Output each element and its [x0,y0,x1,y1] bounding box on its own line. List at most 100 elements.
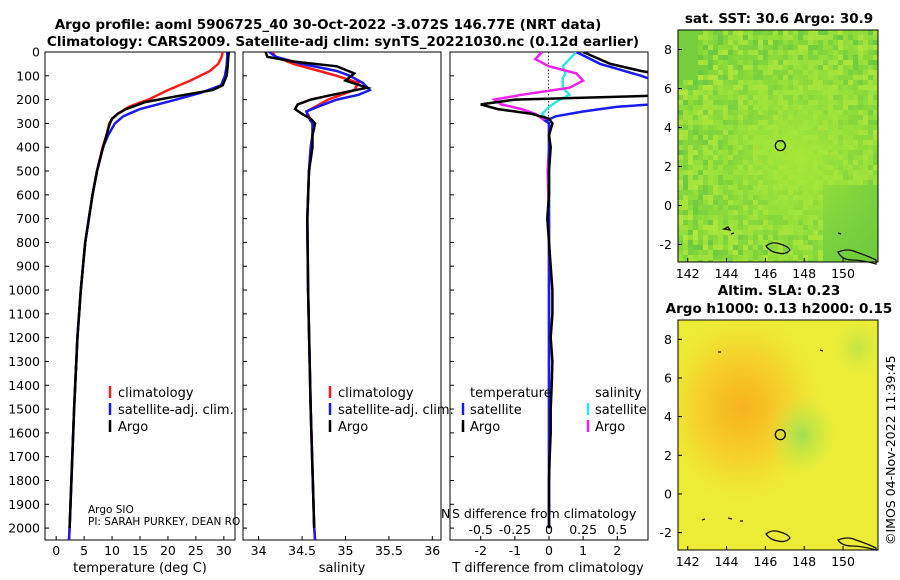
lat-tick-label: -2 [660,237,672,252]
lat-tick-label: 0 [664,486,672,501]
s-difference-tick-label: 0 [545,522,553,537]
sst-warm-patch [678,30,878,262]
sst-map-panel: sat. SST: 30.6 Argo: 30.9 142 144 146 148 15… [660,11,879,281]
depth-tick-label: 1000 [8,283,40,298]
title-line-2: Climatology: CARS2009. Satellite-adj cli… [47,34,639,50]
salinity-argo-line [264,52,373,529]
lat-tick-label: 2 [664,159,672,174]
sst-map-title: sat. SST: 30.6 Argo: 30.9 [685,11,873,27]
sla-coastline [701,349,877,551]
depth-tick-label: 0 [32,45,40,60]
salinity-difference-label: S difference from climatology [452,506,637,521]
legend-heading-salinity: salinity [595,386,642,401]
x-tick-label: 15 [132,543,148,558]
lat-tick-label: 8 [664,42,672,57]
lat-tick-label: 6 [664,370,672,385]
temperature-argo-difference-line [480,52,648,529]
lon-tick-label: 142 [676,554,700,569]
depth-tick-label: 800 [16,235,40,250]
pi-label: PI: SARAH PURKEY, DEAN RO [88,516,240,528]
salinity-legend: climatology satellite-adj. clim. Argo [328,386,454,435]
sla-green-patch-2 [678,320,878,550]
temperature-x-axis: 0 5 10 15 20 25 30 [52,536,232,558]
s-difference-tick-label: 0.5 [607,522,627,537]
coastline-new-britain [765,530,791,543]
coastline-islet [701,349,824,522]
depth-tick-label: 500 [16,164,40,179]
depth-tick-label: 600 [16,187,40,202]
legend-heading-temperature: temperature [470,386,552,401]
x-tick-label: 36 [424,543,440,558]
lat-tick-label: -2 [660,525,672,540]
lat-tick-label: 4 [664,120,672,135]
salinity-depth-ticks [243,51,247,529]
x-tick-label: -1 [509,543,521,558]
lon-tick-label: 150 [831,266,855,281]
sla-axis-ticks: 142 144 146 148 150 -2 0 2 4 6 8 [660,332,855,569]
s-difference-tick-label: 0.25 [569,522,597,537]
x-tick-label: 34 [251,543,267,558]
temperature-satellite-line [67,52,229,540]
salinity-panel: 34 34.5 35 35.5 36 climatology satellite-adj… [242,51,454,576]
temperature-argo-line [68,52,231,529]
depth-tick-label: 300 [16,116,40,131]
depth-tick-label: 1800 [8,473,40,488]
depth-tick-label: 100 [16,68,40,83]
sla-map-title-2: Argo h1000: 0.13 h2000: 0.15 [666,301,893,317]
legend-label-satellite: satellite-adj. clim. [338,403,454,418]
depth-tick-label: 700 [16,211,40,226]
depth-tick-label: 1300 [8,354,40,369]
x-tick-label: 0 [545,543,553,558]
sst-argo-location-marker [774,139,786,152]
lat-tick-label: 4 [664,409,672,424]
legend-label-satellite: satellite-adj. clim. [118,403,234,418]
temperature-axes-frame [44,51,236,541]
legend-label-t-argo: Argo [470,420,500,435]
depth-tick-label: 2000 [8,521,40,536]
depth-tick-label: 1900 [8,497,40,512]
temperature-climatology-line [67,52,224,540]
coastline-new-ireland [837,537,877,551]
lon-tick-label: 150 [831,554,855,569]
lon-tick-label: 144 [715,554,739,569]
lon-tick-label: 144 [715,266,739,281]
lat-tick-label: 8 [664,332,672,347]
x-tick-label: 2 [613,543,621,558]
x-tick-label: 35 [338,543,354,558]
salinity-x-label: salinity [319,561,366,576]
lon-tick-label: 148 [792,554,816,569]
salinity-axes-frame [242,51,442,541]
depth-tick-label: 200 [16,92,40,107]
legend-label-argo: Argo [338,420,368,435]
x-tick-label: 1 [579,543,587,558]
temperature-legend: climatology satellite-adj. clim. Argo [108,386,234,435]
depth-tick-label: 1700 [8,449,40,464]
salinity-difference-ticks: -0.5 -0.25 0 0.25 0.5 [469,522,628,537]
sst-axes-frame [677,29,879,263]
salinity-satellite-line [268,52,372,540]
difference-x-axis: -2 -1 0 1 2 [474,536,621,558]
s-difference-tick-label: -0.25 [499,522,531,537]
x-tick-label: 34.5 [288,543,316,558]
lon-tick-label: 142 [676,266,700,281]
legend-label-s-argo: Argo [595,420,625,435]
x-tick-label: 20 [160,543,176,558]
clipped-letter: N [441,506,450,521]
lon-tick-label: 146 [753,266,777,281]
legend-label-argo: Argo [118,420,148,435]
salinity-x-axis: 34 34.5 35 35.5 36 [251,536,440,558]
depth-tick-label: 1400 [8,378,40,393]
lat-tick-label: 0 [664,198,672,213]
difference-panel: -2 -1 0 1 2 temperature satellite Argo salin… [441,51,649,576]
x-tick-label: 35.5 [375,543,403,558]
difference-legend: temperature satellite Argo salinity sate… [461,386,647,435]
depth-tick-label: 400 [16,140,40,155]
sst-axis-ticks: 142 144 146 148 150 -2 0 2 4 6 8 [660,42,855,281]
x-tick-label: 0 [52,543,60,558]
lon-tick-label: 148 [792,266,816,281]
difference-depth-ticks [450,51,454,529]
depth-tick-label: 900 [16,259,40,274]
title-line-1: Argo profile: aoml 5906725_40 30-Oct-202… [55,17,602,33]
sla-map-title-1: Altim. SLA: 0.23 [718,283,840,299]
source-label: Argo SIO [88,504,134,516]
